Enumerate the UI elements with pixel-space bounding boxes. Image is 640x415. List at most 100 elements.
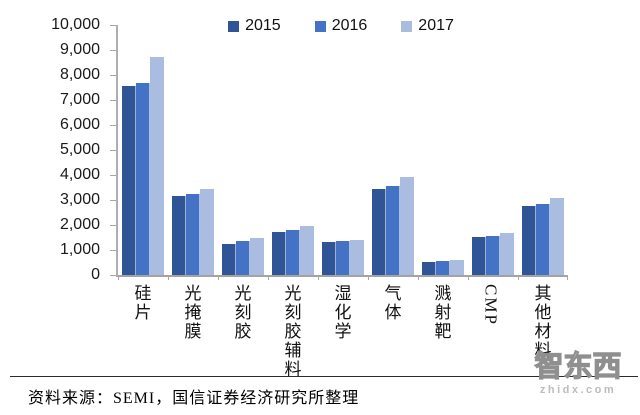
bar-2015-光掩膜 [172,195,186,275]
legend-label: 2015 [245,17,281,34]
x-tick-label: 溅射靶 [431,284,451,341]
bar-2016-溅射靶 [436,261,450,275]
bar-2015-溅射靶 [422,262,436,275]
bar-2016-硅片 [136,83,150,275]
bar-2016-湿化学 [336,240,350,275]
y-axis-tick [110,275,116,276]
x-tick-label: 光掩膜 [181,284,201,341]
x-label-cell: 光刻胶辅料 [266,284,316,384]
x-tick-label: 气体 [381,284,401,322]
x-tick-label: 其他材料 [531,284,551,360]
bar-2015-湿化学 [322,242,336,275]
bar-2016-光掩膜 [186,193,200,275]
bar-group-9 [518,25,568,275]
x-axis-tick [368,275,369,280]
x-axis-tick [418,275,419,280]
x-axis-tick [567,275,568,280]
bar-group-6 [368,25,418,275]
bar-2015-其他材料 [522,206,536,275]
x-axis-tick [268,275,269,280]
legend-label: 2016 [331,17,368,34]
y-axis-labels: 10,000 9,000 8,000 7,000 6,000 5,000 4,000 3,00… [0,16,100,283]
bar-2015-气体 [372,189,386,275]
y-tick-label: 8,000 [59,66,100,83]
bar-group-1 [118,25,168,275]
watermark-logo: 智东西 [534,350,622,383]
bar-2016-光刻胶辅料 [286,229,300,275]
x-axis-tick [468,275,469,280]
legend-marker-icon [314,21,326,32]
legend-item-2015: 2015 [228,17,281,35]
y-tick-label: 1,000 [59,241,100,258]
bar-2016-CMP [486,235,500,275]
x-label-cell: 湿化学 [316,284,366,384]
y-axis-tick [110,175,116,176]
x-axis-tick [168,275,169,280]
y-tick-label: 4,000 [59,166,100,183]
y-axis-tick [110,125,116,126]
x-tick-label: 硅片 [131,284,151,322]
bar-2017-光刻胶辅料 [300,225,314,275]
y-tick-label: 6,000 [59,116,100,133]
y-tick-label: 2,000 [59,216,100,233]
bar-2017-气体 [400,177,414,275]
y-tick-label: 9,000 [59,41,100,58]
legend-label: 2017 [418,17,454,34]
y-axis-tick [110,25,116,26]
bar-2017-湿化学 [350,239,364,275]
legend-item-2016: 2016 [314,17,368,35]
x-tick-label: 湿化学 [331,284,351,341]
x-label-cell: CMP [466,284,516,384]
bar-2017-光刻胶 [250,237,264,275]
y-tick-label: 0 [91,266,100,283]
bar-2017-其他材料 [550,198,564,275]
bar-2015-CMP [472,237,486,275]
bar-group-4 [268,25,318,275]
footer-divider [10,376,638,377]
x-tick-label: CMP [481,284,501,326]
legend-item-2017: 2017 [401,17,454,35]
x-label-cell: 硅片 [116,284,166,384]
bar-2016-光刻胶 [236,241,250,275]
bar-2017-CMP [500,233,514,275]
bar-group-5 [318,25,368,275]
bar-2016-气体 [386,186,400,275]
bar-2017-硅片 [150,57,164,275]
watermark-site: zhidx.com [539,384,617,396]
source-note: 资料来源：SEMI，国信证券经济研究所整理 [28,390,360,407]
x-axis-tick [518,275,519,280]
x-tick-label: 光刻胶辅料 [281,284,301,379]
x-axis-labels: 硅片 光掩膜 光刻胶 光刻胶辅料 湿化学 气体 溅射靶 CMP 其他材料 [116,284,566,384]
x-tick-label: 光刻胶 [231,284,251,341]
bar-group-3 [218,25,268,275]
x-label-cell: 溅射靶 [416,284,466,384]
legend-marker-icon [228,21,240,32]
y-axis-tick [110,100,116,101]
watermark: 智东西 zhidx.com [531,350,625,396]
x-axis-tick [218,275,219,280]
x-label-cell: 光掩膜 [166,284,216,384]
y-tick-label: 10,000 [51,16,100,33]
bar-group-8 [468,25,518,275]
y-axis-tick [110,200,116,201]
x-label-cell: 光刻胶 [216,284,266,384]
y-tick-label: 3,000 [59,191,100,208]
bar-2017-溅射靶 [450,259,464,275]
y-tick-label: 7,000 [59,91,100,108]
x-label-cell: 其他材料 [516,284,566,384]
y-axis-tick [110,50,116,51]
y-tick-label: 5,000 [59,141,100,158]
y-axis-tick [110,250,116,251]
bar-2015-光刻胶 [222,244,236,275]
y-axis-tick [110,225,116,226]
x-label-cell: 气体 [366,284,416,384]
x-axis-tick [318,275,319,280]
legend-marker-icon [401,21,413,32]
y-axis-tick [110,150,116,151]
bar-2015-硅片 [122,85,136,275]
bar-2016-其他材料 [536,203,550,275]
plot-area [110,25,568,280]
bar-2015-光刻胶辅料 [272,232,286,275]
bar-2017-光掩膜 [200,189,214,275]
